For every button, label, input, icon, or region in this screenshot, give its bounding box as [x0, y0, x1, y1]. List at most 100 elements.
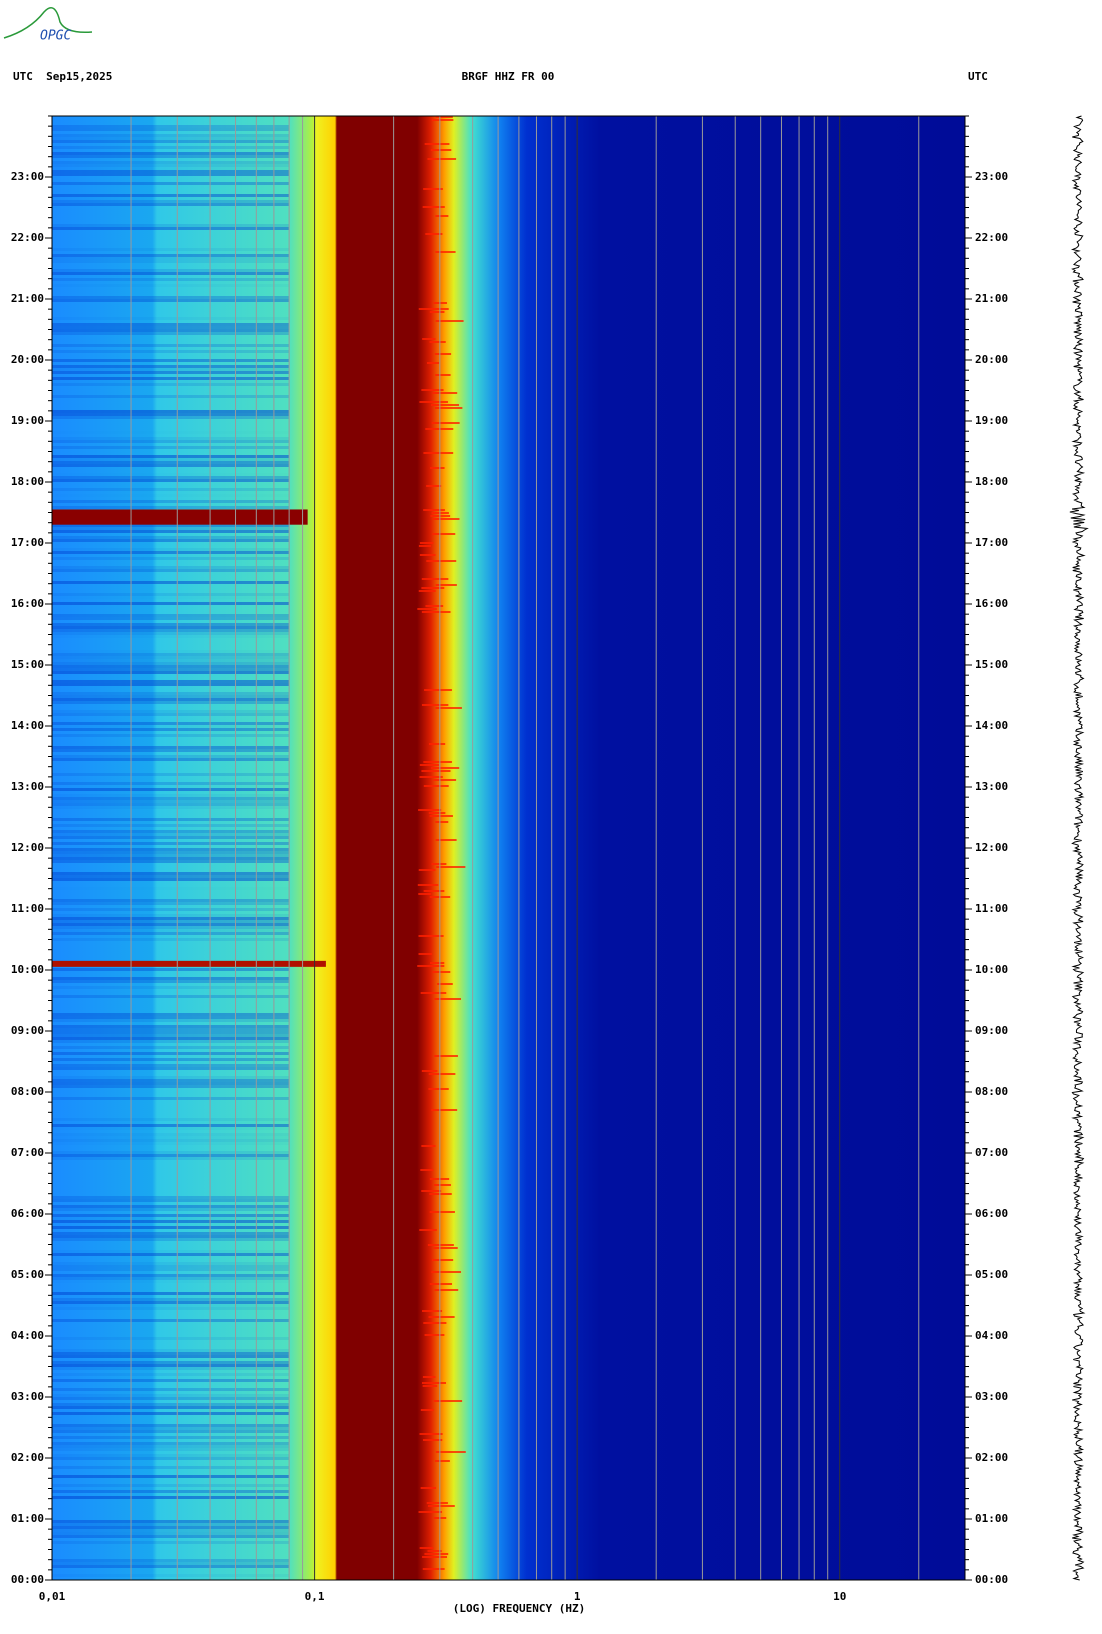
y-tick-label: 05:00: [11, 1268, 44, 1281]
stripe: [52, 152, 290, 155]
stripe: [424, 689, 452, 691]
y-tick-label: 09:00: [975, 1024, 1008, 1037]
stripe: [52, 455, 290, 458]
stripe: [52, 530, 290, 533]
stripe: [431, 1271, 461, 1273]
stripe: [52, 698, 290, 701]
y-tick-label: 12:00: [11, 841, 44, 854]
stripe: [52, 749, 290, 752]
stripe: [52, 725, 289, 728]
y-tick-label: 08:00: [11, 1085, 44, 1098]
stripe: [431, 119, 454, 121]
stripe: [52, 440, 290, 443]
x-tick-label: 0,1: [305, 1590, 325, 1603]
stripe: [52, 1397, 290, 1400]
stripe: [429, 815, 453, 817]
stripe: [52, 1208, 290, 1211]
stripe: [52, 1388, 290, 1391]
stripe: [52, 1277, 290, 1280]
stripe: [52, 1565, 290, 1568]
stripe: [52, 284, 290, 287]
stripe: [422, 206, 445, 208]
stripe: [52, 842, 290, 845]
stripe: [424, 1553, 449, 1555]
stripe: [435, 1451, 466, 1453]
right-header: UTC: [968, 70, 988, 83]
stripe: [52, 1151, 290, 1154]
stripe: [52, 908, 290, 911]
stripe: [52, 1064, 290, 1067]
y-tick-label: 09:00: [11, 1024, 44, 1037]
stripe: [52, 1379, 290, 1382]
stripe: [52, 857, 290, 860]
y-tick-label: 16:00: [975, 597, 1008, 610]
stripe: [428, 1316, 455, 1318]
stripe: [52, 593, 290, 596]
stripe: [431, 863, 447, 865]
stripe: [52, 1082, 290, 1085]
stripe: [52, 653, 290, 656]
stripe: [436, 866, 466, 868]
stripe: [52, 269, 290, 272]
y-tick-label: 18:00: [975, 475, 1008, 488]
stripe: [428, 812, 446, 814]
stripe: [52, 1097, 290, 1100]
stripe: [52, 914, 290, 917]
stripe: [423, 452, 454, 454]
stripe: [431, 1259, 454, 1261]
stripe: [52, 461, 290, 464]
y-tick-label: 04:00: [11, 1329, 44, 1342]
stripe: [423, 1322, 447, 1324]
stripe: [52, 557, 290, 560]
stripe: [52, 1457, 290, 1460]
y-tick-label: 15:00: [975, 658, 1008, 671]
stripe: [52, 1016, 290, 1019]
stripe: [427, 1244, 454, 1246]
y-tick-label: 20:00: [975, 353, 1008, 366]
stripe: [430, 404, 460, 406]
stripe: [52, 1523, 290, 1526]
stripe: [425, 233, 443, 235]
stripe: [52, 629, 290, 632]
stripe: [52, 602, 290, 605]
y-tick-label: 10:00: [975, 963, 1008, 976]
stripe: [52, 1142, 289, 1145]
stripe: [433, 779, 457, 781]
stripe: [52, 377, 290, 380]
stripe: [433, 1247, 458, 1249]
stripe: [52, 1352, 290, 1355]
stripe: [426, 1502, 448, 1504]
stripe: [424, 143, 450, 145]
stripe: [52, 848, 290, 851]
stripe: [52, 254, 290, 257]
stripe: [52, 248, 290, 251]
stripe: [52, 296, 290, 299]
stripe: [52, 317, 290, 320]
stripe: [52, 323, 290, 326]
stripe: [52, 1232, 290, 1235]
stripe: [419, 1433, 443, 1435]
stripe: [52, 431, 289, 434]
stripe: [52, 365, 290, 368]
stripe: [52, 1406, 290, 1409]
stripe: [423, 761, 452, 763]
stripe: [52, 494, 289, 497]
stripe: [52, 413, 290, 416]
stripe: [421, 1382, 446, 1384]
stripe: [429, 341, 446, 343]
stripe: [418, 893, 432, 895]
spectrogram: [52, 116, 965, 1580]
stripe: [52, 794, 290, 797]
y-tick-label: 23:00: [11, 170, 44, 183]
stripe: [434, 998, 461, 1000]
y-tick-label: 19:00: [11, 414, 44, 427]
stripe: [52, 446, 290, 449]
stripe: [417, 965, 445, 967]
stripe: [421, 704, 449, 706]
stripe: [418, 869, 436, 871]
stripe: [52, 368, 290, 371]
stripe: [52, 668, 290, 671]
y-tick-label: 07:00: [975, 1146, 1008, 1159]
stripe: [52, 1154, 290, 1157]
